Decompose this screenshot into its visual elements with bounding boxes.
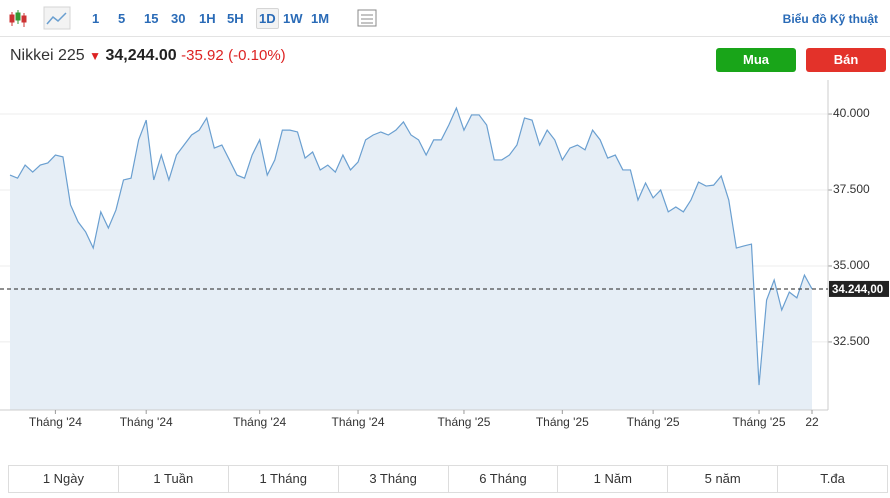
change: -35.92 [181, 47, 224, 64]
y-tick-label: 40.000 [833, 106, 870, 120]
chart-type-icons [9, 6, 71, 30]
instrument-name: Nikkei 225 [10, 47, 85, 64]
range-button[interactable]: T.đa [820, 471, 845, 486]
interval-button[interactable]: 1 [92, 11, 100, 26]
area-fill [10, 107, 812, 410]
interval-button[interactable]: 1M [311, 11, 330, 26]
y-tick-label: 32.500 [833, 334, 870, 348]
y-tick-label: 37.500 [833, 182, 870, 196]
x-tick-label: Tháng '24 [233, 415, 286, 429]
x-tick-label: Tháng '24 [29, 415, 82, 429]
range-button[interactable]: 3 Tháng [339, 466, 449, 492]
chart: 32.50035.00037.50040.000Investing.comThá… [0, 80, 889, 429]
price-line [9, 106, 813, 386]
x-tick-label: Tháng '24 [332, 415, 385, 429]
range-bar: 1 Ngày 1 Tuần 1 Tháng 3 Tháng 6 Tháng 1 Năm 5 … [8, 465, 888, 493]
x-tick-label: Tháng '25 [733, 415, 786, 429]
x-tick-label: Tháng '25 [627, 415, 680, 429]
down-arrow: ▼ [89, 49, 102, 63]
range-button[interactable]: 1 Ngày [9, 466, 119, 492]
range-button[interactable]: 1 Năm [558, 466, 669, 492]
price-tag-label: 34.244,00 [832, 284, 883, 296]
technical-chart-link[interactable]: Biểu đồ Kỹ thuật [782, 12, 878, 26]
interval-button[interactable]: 1W [283, 11, 303, 26]
last-price: 34,244.00 [105, 47, 177, 64]
interval-button[interactable]: 1H [199, 11, 216, 26]
x-tick-label: Tháng '25 [536, 415, 589, 429]
interval-button[interactable]: 30 [171, 11, 186, 26]
interval-button[interactable]: 5H [227, 11, 244, 26]
x-tick-label: Tháng '25 [437, 415, 490, 429]
toolbar: 1 5 15 30 1H 5H 1D 1W 1M Biểu đồ Kỹ thuật [0, 0, 890, 37]
quote-header: Nikkei 225 ▼ 34,244.00 -35.92 (-0.10%) [10, 47, 286, 65]
interval-button[interactable]: 1D [256, 8, 279, 29]
change-percent: (-0.10%) [228, 47, 286, 64]
range-button[interactable]: 6 Tháng [449, 466, 559, 492]
range-button[interactable]: 1 Tháng [229, 466, 339, 492]
y-tick-label: 35.000 [833, 258, 870, 272]
x-tick-label: Tháng '24 [120, 415, 173, 429]
x-tick-label: 22 [805, 415, 819, 429]
range-button[interactable]: 1 Tuần [119, 466, 229, 492]
buy-button[interactable]: Mua [716, 48, 796, 72]
range-button[interactable]: 5 năm [668, 466, 779, 492]
settings-icon[interactable] [354, 0, 384, 36]
interval-button[interactable]: 5 [118, 11, 126, 26]
sell-button[interactable]: Bán [806, 48, 886, 72]
interval-button[interactable]: 15 [144, 11, 159, 26]
price-tag [829, 280, 889, 297]
